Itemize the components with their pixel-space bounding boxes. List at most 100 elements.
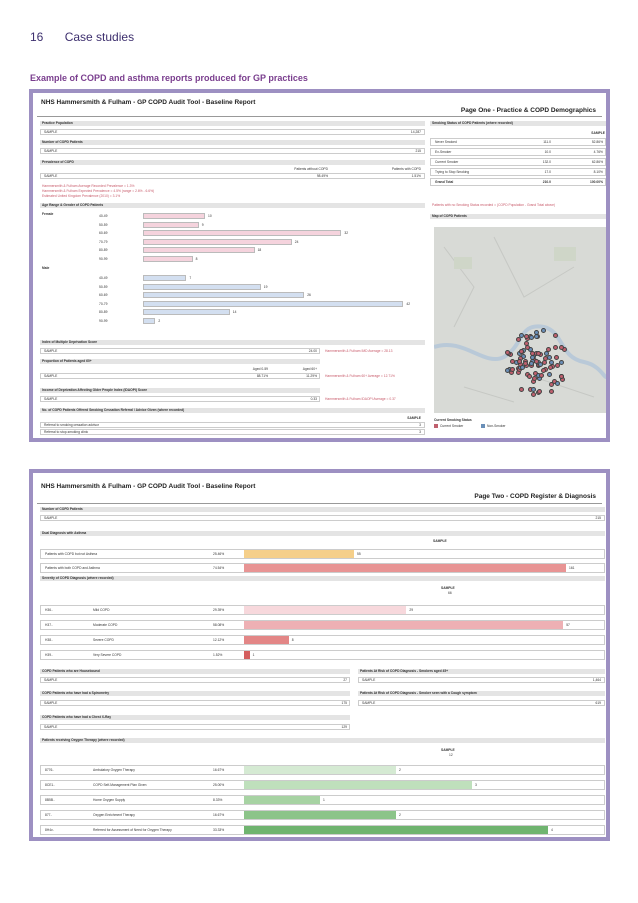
xray-row [40, 724, 350, 730]
age-range-label: 60-69 [99, 231, 108, 235]
severity-pct: 58.08% [213, 623, 225, 627]
risk-cough-row [358, 700, 605, 706]
imd-row [40, 348, 320, 354]
age-range-label: 40-49 [99, 276, 108, 280]
age-range-label: 90-99 [99, 318, 108, 323]
figure-caption: Example of COPD and asthma reports produ… [30, 73, 308, 83]
copd-patients-row [40, 148, 425, 154]
current-smoker-swatch [434, 424, 438, 428]
prevalence-sample: SAMPLE [44, 174, 58, 178]
copd-patients-row [40, 515, 605, 521]
legend-current: Current Smoker [440, 424, 464, 428]
patient-dot [523, 361, 529, 367]
oxygen-pct: 33.33% [213, 828, 225, 832]
smoking-status-label: Grand Total [435, 180, 454, 184]
risk45-row [358, 677, 605, 683]
oxygen-bar [244, 811, 396, 819]
smoking-status-label: Current Smoker [435, 160, 459, 164]
smoking-referral-header: No. of COPD Patients Offered Smoking Ces… [40, 408, 425, 413]
section-title: Case studies [64, 30, 135, 44]
age-range-label: 50-59 [99, 222, 108, 227]
prevalence-v2: 1.51% [411, 174, 421, 178]
page-header: 16 Case studies [30, 30, 134, 44]
divider [37, 503, 602, 504]
severity-row [40, 635, 605, 645]
smoking-status-count: 132.0 [542, 160, 551, 164]
bar-value-label: 7 [189, 276, 192, 280]
patient-dot [504, 349, 510, 355]
severity-label: Severe COPD [93, 638, 114, 642]
page-number: 16 [30, 30, 44, 44]
imd-sample: SAMPLE [44, 349, 58, 353]
patient-dot [534, 330, 540, 336]
report-title: NHS Hammersmith & Fulham - GP COPD Audit… [41, 483, 256, 490]
patient-dot [519, 332, 525, 338]
oxygen-code: 8776.. [45, 768, 55, 772]
copd-patients-sample: SAMPLE [44, 149, 58, 153]
patient-dot [530, 391, 536, 397]
aged60-average: Hammersmith & Fulham 60+ Average = 12.71… [325, 374, 395, 378]
female-age-bar [143, 213, 205, 219]
patient-dot [546, 346, 552, 352]
bar-value-label: 19 [263, 284, 268, 289]
age-range-label: 80-89 [99, 248, 108, 252]
smoking-status-count: 17.0 [544, 170, 551, 174]
oxygen-pct: 25.00% [213, 783, 225, 787]
patient-dot [548, 382, 554, 388]
copd-patients-sample: SAMPLE [44, 516, 58, 520]
idaopi-row [40, 396, 320, 402]
smoking-status-count: 210.0 [542, 180, 551, 184]
dual-value: 55 [357, 552, 361, 556]
copd-patients-header: Number of COPD Patients [40, 140, 425, 145]
aged60-v2: 11.29% [306, 374, 317, 378]
smoking-referral-value: 3 [419, 423, 421, 427]
male-age-bar [143, 309, 230, 315]
copd-patient-map[interactable] [434, 227, 606, 413]
severity-bar [244, 606, 407, 614]
risk45-header: Patients At Risk of COPD Diagnosis - Smo… [358, 669, 605, 674]
oxygen-total: 12 [449, 753, 453, 757]
smoking-status-note: Patients with no Smoking Status recorded… [432, 203, 555, 207]
bar-value-label: 32 [344, 231, 349, 235]
prevalence-header: Prevalence of COPD [40, 160, 425, 165]
oxygen-label: COPD Self-Management Plan Given [93, 783, 147, 787]
smoking-status-label: Never Smoked [435, 140, 457, 144]
patient-dot [510, 359, 516, 365]
severity-label: Very Severe COPD [93, 653, 122, 657]
patient-dot [518, 348, 524, 354]
prevalence-note: Hammersmith & Fulham Average Recorded Pr… [42, 184, 135, 188]
practice-population-header: Practice Population [40, 121, 425, 126]
smoking-status-row [430, 138, 606, 146]
practice-population-value: 14,287 [410, 130, 421, 134]
patient-dot [505, 367, 511, 373]
age-range-label: 70-79 [99, 301, 108, 306]
practice-population-sample: SAMPLE [44, 130, 58, 134]
smoking-referral-label: Referral to smoking cessation advisor [44, 423, 99, 427]
housebound-sample: SAMPLE [44, 678, 58, 682]
oxygen-code: 8H4v.. [45, 828, 55, 832]
xray-header: COPD Patients who have had a Chest X-Ray [40, 715, 350, 720]
oxygen-code: 8CE1.. [45, 783, 56, 787]
severity-row [40, 650, 605, 660]
xray-value: 129 [341, 725, 347, 729]
dual-value: 161 [569, 566, 575, 570]
smoking-status-row [430, 168, 606, 176]
bar-value-label: 18 [257, 248, 262, 252]
patient-dot [553, 344, 559, 350]
oxygen-bar [244, 766, 396, 774]
patient-dot [546, 372, 552, 378]
severity-bar [244, 636, 289, 644]
copd-patients-header: Number of COPD Patients [40, 507, 605, 512]
bar-value-label: 10 [208, 214, 212, 218]
housebound-header: COPD Patients who are Housebound [40, 669, 350, 674]
severity-code: H39.. [45, 653, 53, 657]
patient-dot [554, 380, 560, 386]
oxygen-bar [244, 781, 472, 789]
patient-dot [516, 358, 522, 364]
patient-dot [510, 367, 516, 373]
aged60-sample: SAMPLE [44, 374, 58, 378]
male-age-bar [143, 300, 404, 307]
aged60-col2: Aged 60+ [302, 367, 317, 371]
smoking-status-pct: 8.10% [593, 170, 603, 174]
female-age-bar [143, 247, 255, 253]
